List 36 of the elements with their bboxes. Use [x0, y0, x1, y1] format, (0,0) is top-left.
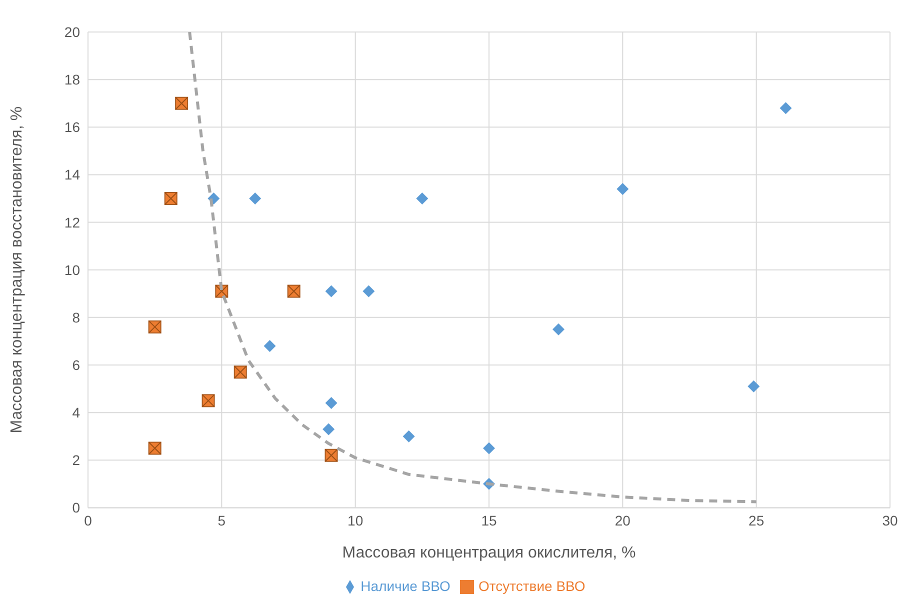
point — [325, 285, 338, 298]
x-axis-title: Массовая концентрация окислителя, % — [342, 544, 636, 562]
point — [552, 323, 565, 336]
point — [780, 102, 792, 114]
y-tick-label: 14 — [64, 166, 80, 183]
y-tick-label: 0 — [72, 500, 80, 516]
y-tick-label: 2 — [72, 452, 80, 468]
point — [325, 397, 338, 410]
y-tick-label: 16 — [64, 119, 80, 136]
y-tick-label: 20 — [64, 24, 80, 40]
point — [249, 192, 262, 204]
y-tick-label: 12 — [64, 214, 80, 230]
point — [322, 423, 335, 436]
point — [264, 340, 276, 352]
y-tick-label: 4 — [72, 404, 80, 421]
point — [483, 442, 495, 454]
legend-label: Наличие ВВО — [360, 578, 450, 594]
x-tick-label: 10 — [348, 512, 364, 529]
x-tick-label: 30 — [882, 512, 898, 529]
y-tick-label: 6 — [72, 356, 80, 373]
y-axis-title: Массовая концентрация восстановителя, % — [8, 106, 26, 434]
y-tick-label: 18 — [64, 72, 80, 88]
point — [748, 380, 760, 392]
point — [362, 285, 375, 298]
line-series — [188, 32, 758, 504]
x-tick-label: 15 — [481, 512, 497, 529]
point — [402, 430, 415, 442]
x-tick-label: 20 — [614, 512, 631, 529]
y-tick-label: 8 — [72, 309, 80, 326]
x-tick-label: 0 — [84, 512, 92, 529]
point — [616, 182, 629, 195]
x-tick-label: 25 — [748, 512, 764, 529]
y-tick-label: 10 — [64, 262, 80, 278]
point — [416, 192, 428, 204]
legend-label: Отсутствие ВВО — [478, 578, 586, 594]
x-tick-label: 5 — [218, 512, 226, 529]
